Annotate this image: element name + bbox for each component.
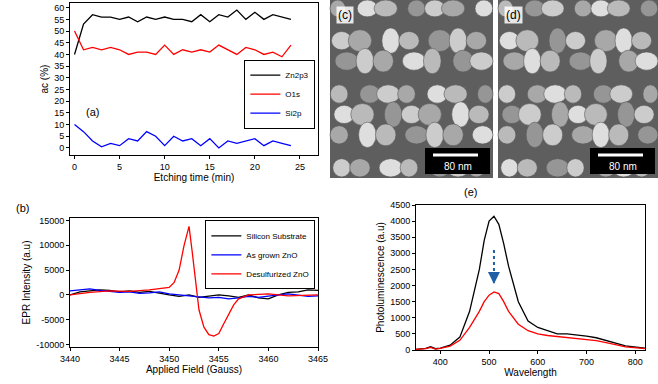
svg-text:15: 15	[205, 162, 215, 172]
svg-text:5: 5	[117, 162, 122, 172]
svg-text:O1s: O1s	[285, 90, 300, 99]
svg-text:60: 60	[54, 3, 64, 13]
svg-text:(a): (a)	[86, 106, 99, 118]
svg-text:5000: 5000	[44, 265, 64, 275]
svg-text:10: 10	[54, 120, 64, 130]
svg-text:500: 500	[482, 357, 497, 367]
svg-text:800: 800	[628, 357, 643, 367]
svg-text:Photoluminescence (a.u): Photoluminescence (a.u)	[375, 222, 386, 333]
svg-text:Desulfurized ZnO: Desulfurized ZnO	[246, 270, 308, 279]
svg-text:(c): (c)	[338, 8, 352, 22]
svg-text:3440: 3440	[60, 354, 80, 364]
svg-text:3450: 3450	[159, 354, 179, 364]
svg-text:25: 25	[295, 162, 305, 172]
svg-text:80 nm: 80 nm	[444, 161, 472, 172]
svg-text:2500: 2500	[390, 265, 410, 275]
svg-text:10000: 10000	[39, 240, 64, 250]
svg-text:(d): (d)	[506, 8, 521, 22]
svg-text:Etching time (min): Etching time (min)	[154, 172, 235, 183]
svg-text:25: 25	[54, 85, 64, 95]
svg-text:3460: 3460	[258, 354, 278, 364]
svg-text:600: 600	[530, 357, 545, 367]
svg-text:0: 0	[59, 290, 64, 300]
svg-text:20: 20	[54, 96, 64, 106]
svg-text:0: 0	[405, 345, 410, 355]
svg-text:80 nm: 80 nm	[609, 161, 637, 172]
svg-text:Zn2p3: Zn2p3	[285, 71, 308, 80]
svg-text:Wavelength: Wavelength	[504, 367, 556, 378]
svg-text:15: 15	[54, 108, 64, 118]
svg-text:0: 0	[72, 162, 77, 172]
svg-text:55: 55	[54, 15, 64, 25]
svg-text:4000: 4000	[390, 216, 410, 226]
svg-text:(b): (b)	[16, 202, 29, 214]
svg-text:40: 40	[54, 50, 64, 60]
svg-text:3455: 3455	[209, 354, 229, 364]
svg-text:1000: 1000	[390, 313, 410, 323]
svg-text:35: 35	[54, 61, 64, 71]
svg-text:4500: 4500	[390, 200, 410, 210]
svg-text:Applied Field (Gauss): Applied Field (Gauss)	[146, 364, 242, 375]
svg-text:-5000: -5000	[41, 315, 64, 325]
svg-text:3500: 3500	[390, 232, 410, 242]
svg-text:3000: 3000	[390, 248, 410, 258]
svg-text:400: 400	[433, 357, 448, 367]
svg-text:ac (%): ac (%)	[39, 65, 50, 94]
svg-text:5: 5	[59, 131, 64, 141]
svg-text:-10000: -10000	[36, 340, 64, 350]
svg-text:EPR Intensity (a.u): EPR Intensity (a.u)	[21, 241, 32, 325]
svg-text:1500: 1500	[390, 297, 410, 307]
svg-text:15000: 15000	[39, 216, 64, 226]
svg-text:3465: 3465	[308, 354, 328, 364]
svg-text:700: 700	[579, 357, 594, 367]
svg-text:3445: 3445	[110, 354, 130, 364]
svg-text:45: 45	[54, 38, 64, 48]
svg-text:0: 0	[59, 143, 64, 153]
svg-text:Silicon Substrate: Silicon Substrate	[246, 232, 307, 241]
svg-text:2000: 2000	[390, 281, 410, 291]
svg-text:As grown ZnO: As grown ZnO	[246, 251, 297, 260]
svg-text:500: 500	[395, 329, 410, 339]
svg-text:(e): (e)	[464, 186, 477, 198]
svg-text:30: 30	[54, 73, 64, 83]
svg-text:10: 10	[160, 162, 170, 172]
svg-text:Si2p: Si2p	[285, 109, 302, 118]
svg-text:50: 50	[54, 26, 64, 36]
svg-text:20: 20	[250, 162, 260, 172]
